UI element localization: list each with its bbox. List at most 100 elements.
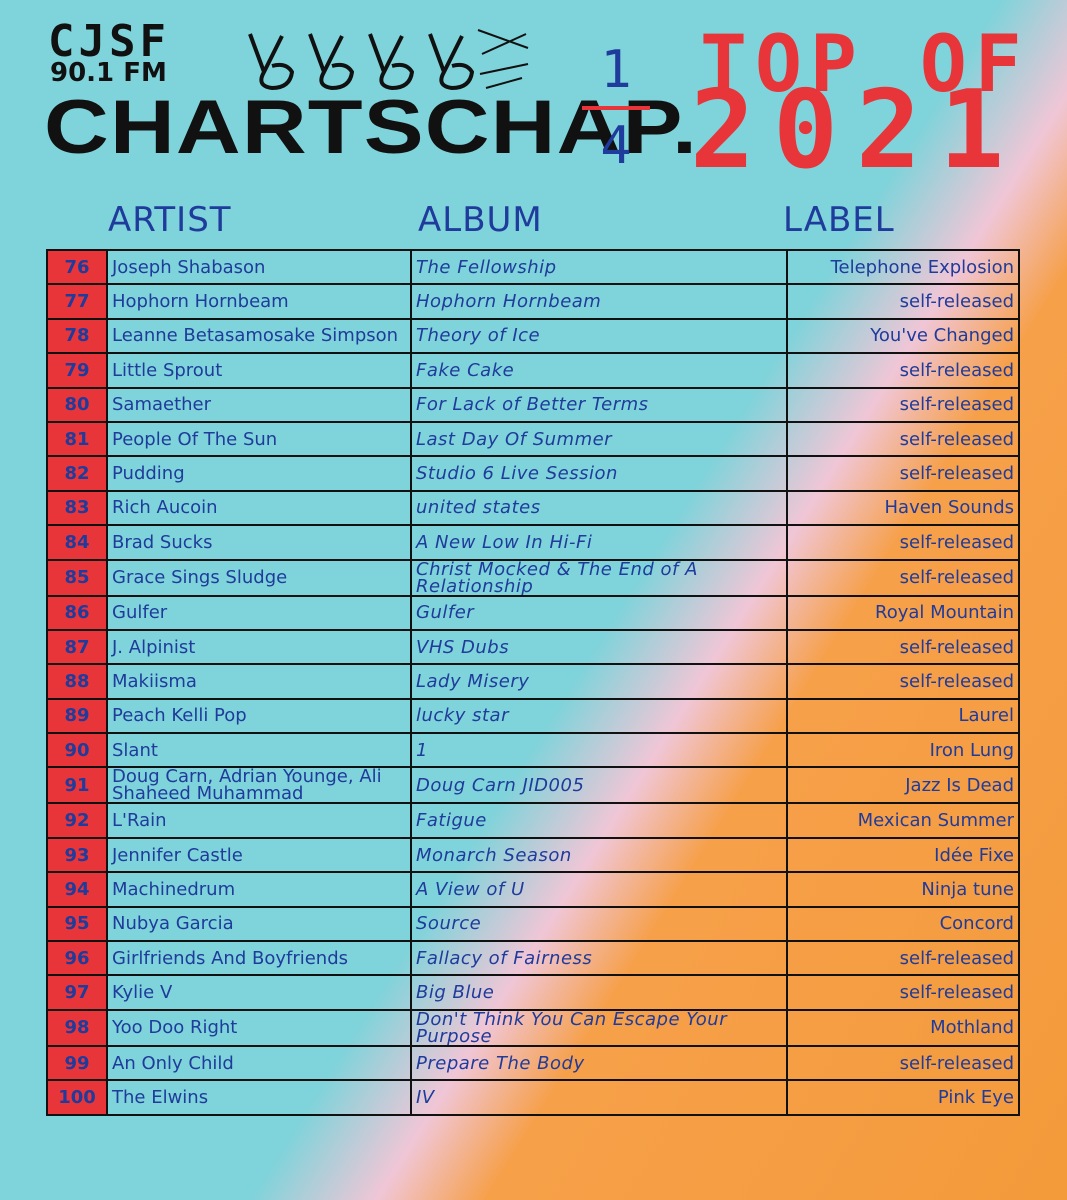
table-row: 99 An Only Child Prepare The Body self-rele… (46, 1044, 1020, 1082)
table-row: 92 L'Rain Fatigue Mexican Summer (46, 802, 1020, 839)
rank-cell: 100 (46, 1079, 108, 1116)
table-row: 78 Leanne Betasamosake Simpson Theory of I… (46, 317, 1020, 355)
album-cell: Fallacy of Fairness (410, 940, 788, 977)
title-year: 2021 (690, 68, 1023, 193)
rank-cell: 84 (46, 524, 108, 561)
album-cell: Big Blue (410, 974, 788, 1011)
album-cell: IV (410, 1079, 788, 1116)
album-cell: lucky star (410, 697, 788, 735)
label-cell: self-released (786, 974, 1020, 1011)
rank-cell: 79 (46, 352, 108, 389)
artist-cell: Nubya Garcia (106, 905, 412, 943)
rank-cell: 91 (46, 766, 108, 805)
artist-cell: Girlfriends And Boyfriends (106, 940, 412, 977)
label-cell: Ninja tune (786, 871, 1020, 908)
album-cell: Doug Carn JID005 (410, 766, 788, 805)
artist-cell: Brad Sucks (106, 524, 412, 561)
rank-cell: 88 (46, 663, 108, 700)
label-cell: You've Changed (786, 317, 1020, 355)
fraction-bar (582, 106, 650, 110)
label-cell: Iron Lung (786, 732, 1020, 769)
column-header-artist: ARTIST (108, 200, 232, 240)
album-cell: Christ Mocked & The End of A Relationshi… (410, 558, 788, 597)
table-row: 89 Peach Kelli Pop lucky star Laurel (46, 697, 1020, 735)
table-row: 95 Nubya Garcia Source Concord (46, 905, 1020, 943)
label-cell: Haven Sounds (786, 489, 1020, 527)
album-cell: A New Low In Hi-Fi (410, 524, 788, 561)
album-cell: Lady Misery (410, 663, 788, 700)
peace-hands-illustration (248, 29, 529, 91)
rank-cell: 95 (46, 905, 108, 943)
rank-cell: 81 (46, 420, 108, 458)
title-top-of: TOP OF (700, 20, 1030, 110)
table-row: 98 Yoo Doo Right Don't Think You Can Escap… (46, 1008, 1020, 1047)
rank-cell: 86 (46, 594, 108, 631)
table-row: 80 Samaether For Lack of Better Terms self-… (46, 386, 1020, 423)
rank-cell: 90 (46, 732, 108, 769)
artist-cell: Hophorn Hornbeam (106, 283, 412, 320)
artist-cell: Peach Kelli Pop (106, 697, 412, 735)
artist-cell: Machinedrum (106, 871, 412, 908)
album-cell: united states (410, 489, 788, 527)
chart-table-body: 76 Joseph Shabason The Fellowship Telephone… (46, 248, 1020, 1116)
artist-cell: Little Sprout (106, 352, 412, 389)
rank-cell: 99 (46, 1044, 108, 1082)
artist-cell: Yoo Doo Right (106, 1008, 412, 1047)
album-cell: Hophorn Hornbeam (410, 283, 788, 320)
artist-cell: Gulfer (106, 594, 412, 631)
artist-cell: The Elwins (106, 1079, 412, 1116)
table-row: 88 Makiisma Lady Misery self-released (46, 663, 1020, 700)
label-cell: self-released (786, 940, 1020, 977)
artist-cell: Rich Aucoin (106, 489, 412, 527)
table-row: 83 Rich Aucoin united states Haven Sounds (46, 489, 1020, 527)
artist-cell: L'Rain (106, 802, 412, 839)
rank-cell: 82 (46, 455, 108, 492)
artist-cell: J. Alpinist (106, 628, 412, 666)
rank-cell: 85 (46, 558, 108, 597)
artist-cell: Makiisma (106, 663, 412, 700)
album-cell: Theory of Ice (410, 317, 788, 355)
column-header-label: LABEL (783, 200, 895, 240)
label-cell: self-released (786, 455, 1020, 492)
artist-cell: Leanne Betasamosake Simpson (106, 317, 412, 355)
part-denominator: 4 (600, 116, 632, 176)
table-row: 79 Little Sprout Fake Cake self-released (46, 352, 1020, 389)
artist-cell: Slant (106, 732, 412, 769)
artist-cell: People Of The Sun (106, 420, 412, 458)
artist-cell: Grace Sings Sludge (106, 558, 412, 597)
table-row: 81 People Of The Sun Last Day Of Summer sel… (46, 420, 1020, 458)
label-cell: Jazz Is Dead (786, 766, 1020, 805)
rank-cell: 92 (46, 802, 108, 839)
part-fraction: 1 4 (578, 40, 654, 176)
rank-cell: 89 (46, 697, 108, 735)
artist-cell: Jennifer Castle (106, 836, 412, 874)
label-cell: self-released (786, 558, 1020, 597)
album-cell: Gulfer (410, 594, 788, 631)
label-cell: self-released (786, 386, 1020, 423)
label-cell: self-released (786, 628, 1020, 666)
rank-cell: 76 (46, 248, 108, 286)
table-row: 97 Kylie V Big Blue self-released (46, 974, 1020, 1011)
label-cell: Pink Eye (786, 1079, 1020, 1116)
table-row: 96 Girlfriends And Boyfriends Fallacy of F… (46, 940, 1020, 977)
label-cell: self-released (786, 283, 1020, 320)
rank-cell: 77 (46, 283, 108, 320)
label-cell: self-released (786, 1044, 1020, 1082)
artist-cell: Kylie V (106, 974, 412, 1011)
station-logo: CJSF (48, 16, 170, 67)
table-row: 82 Pudding Studio 6 Live Session self-relea… (46, 455, 1020, 492)
album-cell: Last Day Of Summer (410, 420, 788, 458)
rank-cell: 96 (46, 940, 108, 977)
artist-cell: Samaether (106, 386, 412, 423)
table-row: 93 Jennifer Castle Monarch Season Idée Fixe (46, 836, 1020, 874)
column-header-album: ALBUM (418, 200, 543, 240)
rank-cell: 87 (46, 628, 108, 666)
rank-cell: 97 (46, 974, 108, 1011)
label-cell: Laurel (786, 697, 1020, 735)
album-cell: Fatigue (410, 802, 788, 839)
label-cell: self-released (786, 524, 1020, 561)
album-cell: For Lack of Better Terms (410, 386, 788, 423)
label-cell: self-released (786, 663, 1020, 700)
album-cell: Monarch Season (410, 836, 788, 874)
album-cell: The Fellowship (410, 248, 788, 286)
